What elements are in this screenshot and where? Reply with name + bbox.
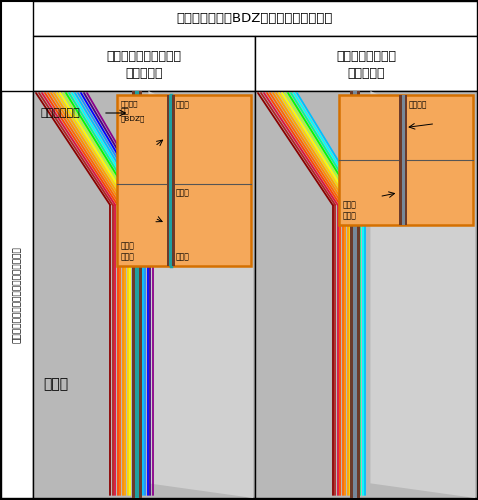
Bar xyxy=(402,95,405,225)
Bar xyxy=(167,95,174,266)
Bar xyxy=(1,91,33,498)
Bar xyxy=(33,1,477,36)
Bar xyxy=(132,91,142,498)
Text: セメント: セメント xyxy=(408,100,427,109)
Bar xyxy=(339,95,473,225)
Bar xyxy=(135,91,140,498)
Bar xyxy=(33,36,255,91)
Bar xyxy=(399,95,407,225)
Bar xyxy=(118,95,250,266)
Text: ベントナイトで埋戻し: ベントナイトで埋戻し xyxy=(107,50,182,64)
Text: ベントナイト系材料で埋戻し（粘土層）: ベントナイト系材料で埋戻し（粘土層） xyxy=(12,246,22,343)
Polygon shape xyxy=(149,91,253,498)
Text: ベント
ナイト: ベント ナイト xyxy=(342,201,356,220)
Text: ボーリング孔: ボーリング孔 xyxy=(41,108,81,118)
Bar xyxy=(33,91,255,498)
Text: 健岩部: 健岩部 xyxy=(175,252,189,261)
Text: 健岩部: 健岩部 xyxy=(175,100,189,109)
Bar xyxy=(353,91,357,498)
Bar xyxy=(255,36,477,91)
Bar xyxy=(350,91,360,498)
Text: 粘土層: 粘土層 xyxy=(43,377,68,391)
Bar xyxy=(169,95,172,266)
Text: 掘削損傷領域（BDZ）をグラウトで充填: 掘削損傷領域（BDZ）をグラウトで充填 xyxy=(177,12,333,25)
Text: ベント
ナイト: ベント ナイト xyxy=(120,242,134,261)
Text: （健岩部）: （健岩部） xyxy=(125,67,163,80)
Text: （健岩部）: （健岩部） xyxy=(347,67,385,80)
Bar xyxy=(255,91,477,498)
Text: セメントで埋戻し: セメントで埋戻し xyxy=(336,50,396,64)
Polygon shape xyxy=(370,91,475,498)
Text: グラウト
充填
（BDZ）: グラウト 充填 （BDZ） xyxy=(120,100,145,122)
Text: 粘土層: 粘土層 xyxy=(175,188,189,197)
